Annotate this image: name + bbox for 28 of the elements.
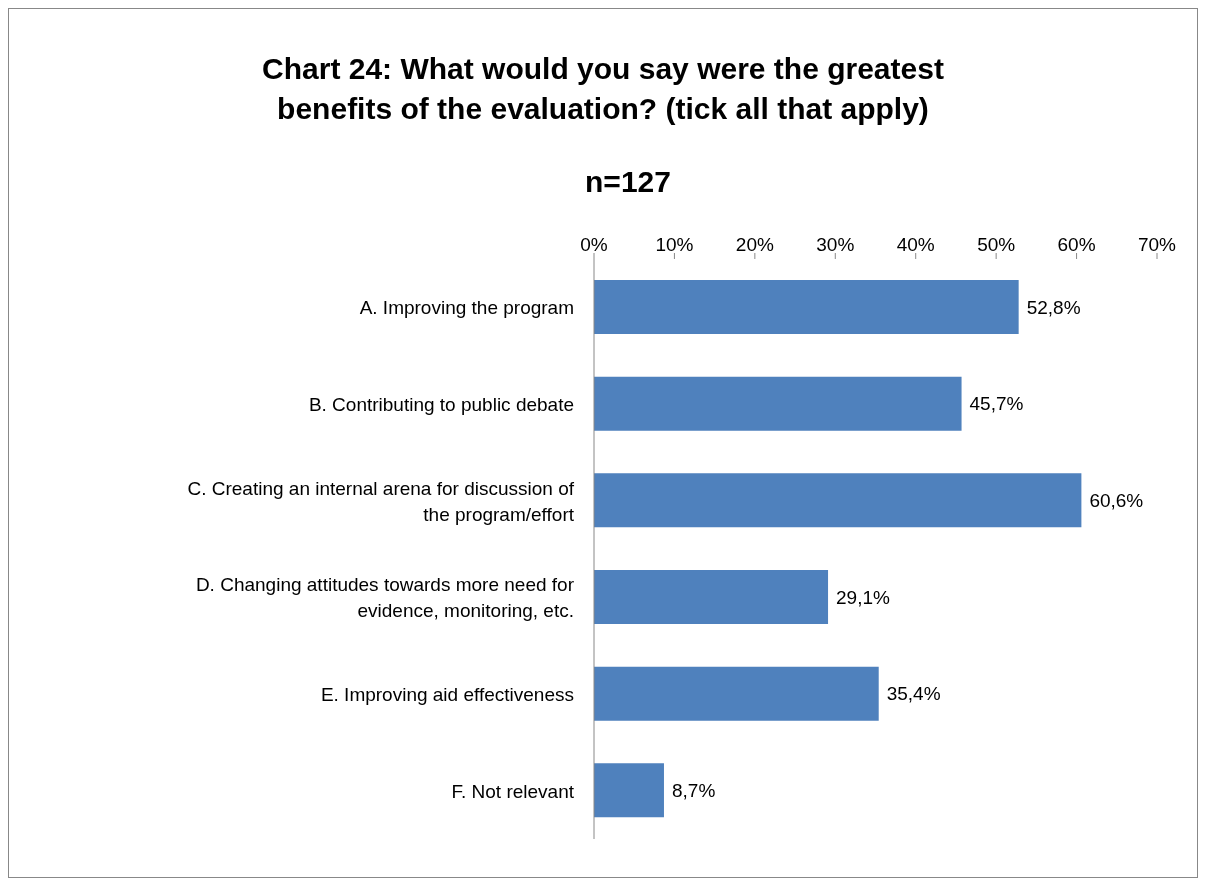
x-tick-label: 10%: [655, 234, 694, 255]
x-tick-label: 70%: [1137, 234, 1177, 255]
data-label: 45,7%: [969, 393, 1024, 415]
chart-title: Chart 24: What would you say were the greatest benefits of the evaluation? (tick all that apply): [261, 51, 945, 127]
y-tick-label: B. Contributing to public debate: [308, 393, 574, 415]
x-tick-label: 0%: [580, 234, 608, 255]
data-label: 29,1%: [836, 586, 891, 608]
y-tick-label: E. Improving aid effectiveness: [320, 683, 574, 705]
chart-subtitle: n=127: [584, 165, 672, 199]
bar: [594, 763, 664, 818]
x-tick-label: 20%: [735, 234, 774, 255]
bar: [594, 666, 879, 721]
y-tick-label: A. Improving the program: [359, 296, 574, 318]
data-label: 52,8%: [1026, 296, 1081, 318]
data-label: 8,7%: [671, 780, 716, 802]
x-tick-label: 30%: [816, 234, 855, 255]
bar: [594, 570, 829, 624]
y-tick-label: F. Not relevant: [451, 780, 575, 802]
y-tick-label: C. Creating an internal arena for discussion of the program/effort: [187, 477, 575, 525]
bar: [594, 473, 1082, 528]
x-tick-label: 40%: [896, 234, 935, 255]
bar: [594, 376, 962, 431]
x-tick-label: 60%: [1057, 234, 1096, 255]
bar: [594, 280, 1019, 334]
data-label: 60,6%: [1089, 490, 1144, 512]
y-tick-label: D. Changing attitudes towards more need for evidence, monitoring, etc.: [195, 573, 575, 621]
data-label: 35,4%: [886, 683, 941, 705]
x-tick-label: 50%: [977, 234, 1016, 255]
